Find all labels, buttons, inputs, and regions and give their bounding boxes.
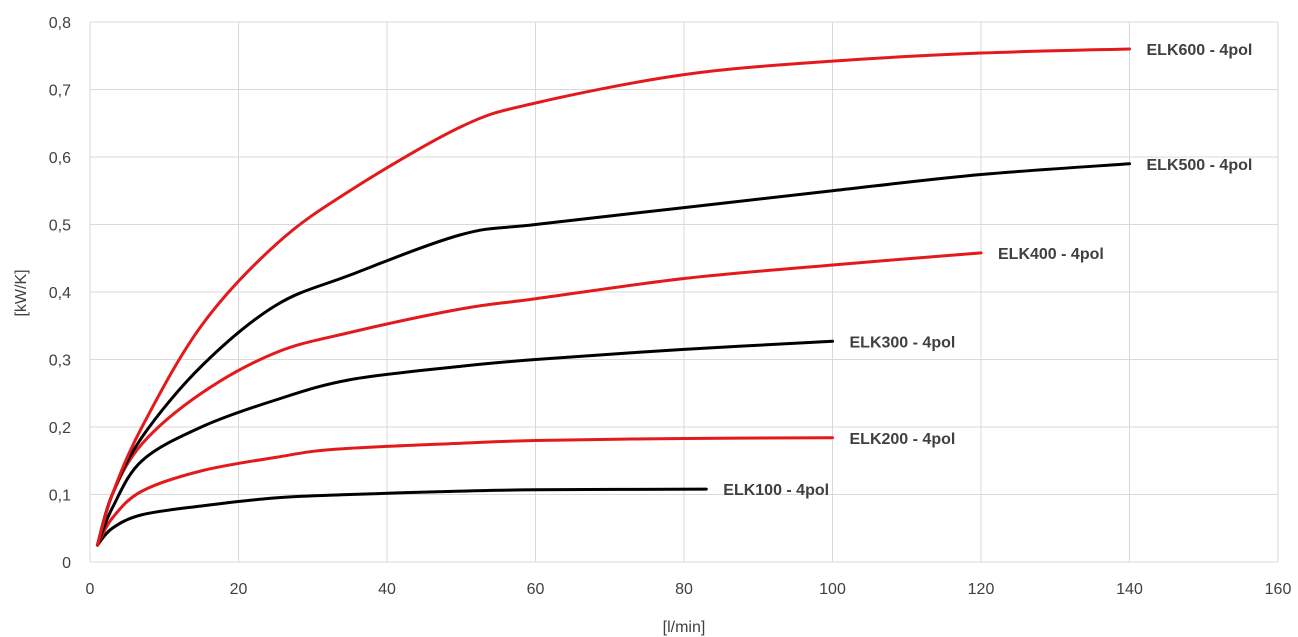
series-line-elk100 bbox=[95, 487, 708, 547]
x-axis-ticks: 0 20 40 60 80 100 120 140 160 bbox=[86, 581, 1292, 598]
x-tick-label: 0 bbox=[86, 581, 95, 598]
y-tick-label: 0,8 bbox=[49, 15, 71, 32]
y-axis-ticks: 0 0,1 0,2 0,3 0,4 0,5 0,6 0,7 0,8 bbox=[49, 15, 71, 572]
y-tick-label: 0,2 bbox=[49, 420, 71, 437]
x-tick-label: 40 bbox=[378, 581, 396, 598]
y-tick-label: 0,7 bbox=[49, 83, 71, 100]
x-tick-label: 160 bbox=[1265, 581, 1292, 598]
series-label-elk300: ELK300 - 4pol bbox=[850, 334, 956, 351]
series-line-elk400 bbox=[95, 251, 983, 547]
x-tick-label: 20 bbox=[230, 581, 248, 598]
series-label-elk600: ELK600 - 4pol bbox=[1147, 42, 1253, 59]
y-axis-title: [kW/K] bbox=[13, 269, 30, 316]
x-tick-label: 80 bbox=[675, 581, 693, 598]
series-line-elk500 bbox=[95, 162, 1131, 547]
series-label-elk500: ELK500 - 4pol bbox=[1147, 157, 1253, 174]
series-lines bbox=[95, 47, 1131, 547]
x-tick-label: 60 bbox=[527, 581, 545, 598]
x-tick-label: 120 bbox=[968, 581, 995, 598]
x-tick-label: 100 bbox=[819, 581, 846, 598]
y-tick-label: 0,1 bbox=[49, 488, 71, 505]
y-tick-label: 0,3 bbox=[49, 353, 71, 370]
series-line-elk300 bbox=[95, 339, 834, 547]
series-label-elk400: ELK400 - 4pol bbox=[998, 246, 1104, 263]
series-line-elk600 bbox=[95, 47, 1131, 547]
series-line-elk200 bbox=[95, 436, 834, 547]
grid bbox=[89, 21, 1279, 563]
y-tick-label: 0,5 bbox=[49, 218, 71, 235]
series-label-elk200: ELK200 - 4pol bbox=[850, 431, 956, 448]
series-labels: ELK100 - 4pol ELK200 - 4pol ELK300 - 4pol E… bbox=[723, 42, 1252, 499]
y-tick-label: 0,4 bbox=[49, 285, 71, 302]
x-axis-title: [l/min] bbox=[663, 619, 706, 636]
series-label-elk100: ELK100 - 4pol bbox=[723, 482, 829, 499]
y-tick-label: 0,6 bbox=[49, 150, 71, 167]
x-tick-label: 140 bbox=[1116, 581, 1143, 598]
y-tick-label: 0 bbox=[62, 555, 71, 572]
